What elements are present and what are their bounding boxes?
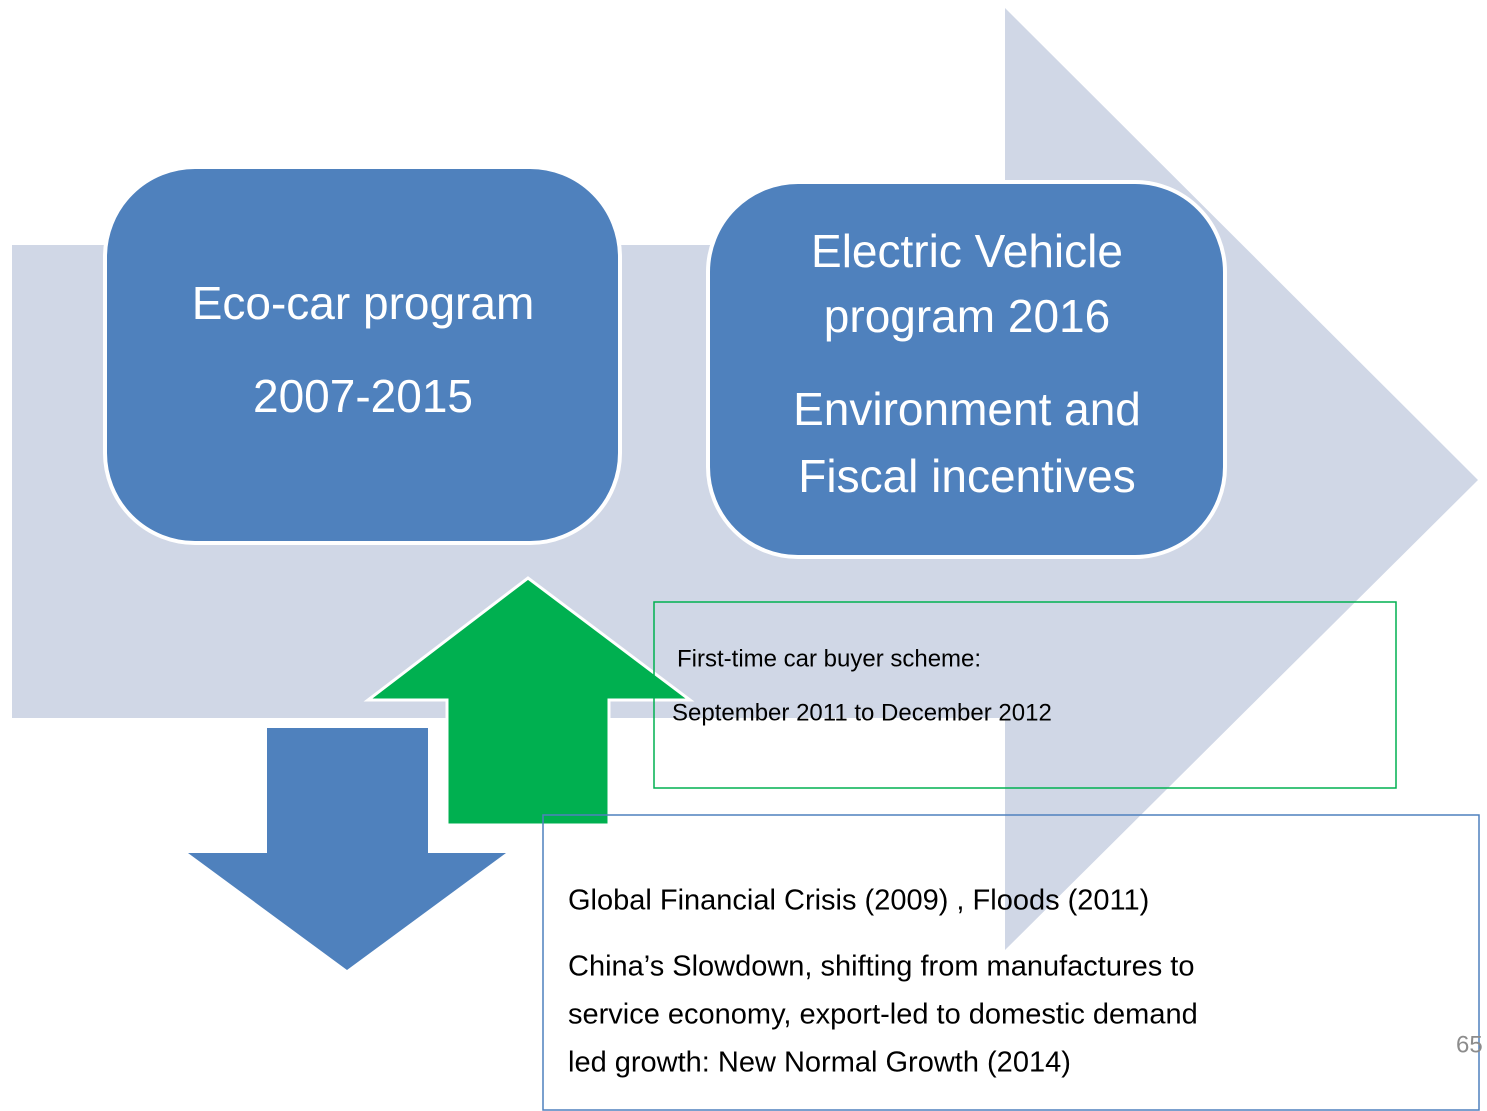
down-arrow bbox=[188, 728, 506, 970]
note-text: September 2011 to December 2012 bbox=[672, 699, 1052, 726]
note-text: service economy, export-led to domestic … bbox=[568, 999, 1198, 1031]
box-text: Eco-car program bbox=[192, 277, 535, 329]
note-text: led growth: New Normal Growth (2014) bbox=[568, 1047, 1071, 1079]
page-number: 65 bbox=[1456, 1031, 1483, 1058]
box-text: Electric Vehicle bbox=[811, 225, 1123, 277]
box-text: Fiscal incentives bbox=[798, 450, 1135, 502]
ev-box bbox=[706, 180, 1227, 559]
note-text: First-time car buyer scheme: bbox=[677, 645, 981, 672]
note-text: Global Financial Crisis (2009) , Floods … bbox=[568, 885, 1149, 917]
box-text: Environment and bbox=[793, 383, 1141, 435]
eco-car-box bbox=[103, 165, 622, 545]
up-arrow bbox=[363, 576, 695, 827]
blue-note-box bbox=[542, 814, 1480, 1111]
green-note-box bbox=[653, 601, 1397, 789]
box-text: 2007-2015 bbox=[253, 370, 473, 422]
box-text: program 2016 bbox=[824, 290, 1110, 342]
note-text: China’s Slowdown, shifting from manufact… bbox=[568, 951, 1195, 983]
